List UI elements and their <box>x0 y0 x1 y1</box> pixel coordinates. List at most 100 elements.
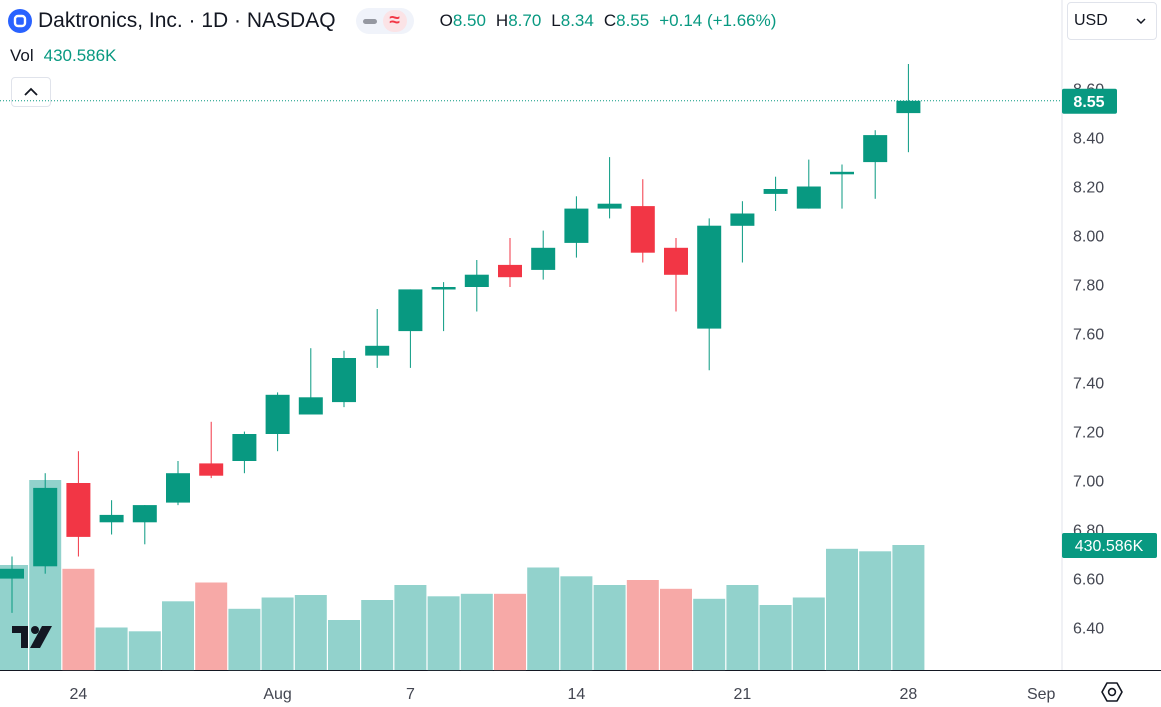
y-tick-label: 6.40 <box>1073 621 1104 638</box>
candle-body <box>232 434 257 461</box>
candle-body <box>531 247 556 270</box>
last-price-tag-label: 8.55 <box>1073 94 1104 111</box>
symbol-title[interactable]: Daktronics, Inc. · 1D · NASDAQ <box>38 9 336 32</box>
high-label: H <box>495 11 509 30</box>
open-value: 8.50 <box>452 11 486 30</box>
volume-bar <box>626 580 659 670</box>
chevron-up-icon <box>24 87 38 96</box>
volume-bar <box>162 601 194 671</box>
candle-body <box>464 274 489 287</box>
candle-body <box>896 100 921 114</box>
volume-bar <box>261 597 294 670</box>
candle-body <box>332 358 356 403</box>
volume-bar <box>693 598 726 671</box>
last-price-tag: 8.55 <box>1062 88 1117 114</box>
currency-value: USD <box>1074 12 1108 29</box>
candle <box>796 159 821 209</box>
approx-icon[interactable]: ≈ <box>382 10 407 32</box>
volume-bar <box>826 548 858 671</box>
candle-body <box>564 208 589 243</box>
dash-icon[interactable] <box>362 18 377 24</box>
volume-bar <box>593 585 626 670</box>
candle-body <box>597 203 622 209</box>
candles <box>0 64 921 613</box>
y-tick-label: 7.80 <box>1073 278 1104 295</box>
volume-bar <box>228 608 261 671</box>
volume-bar <box>294 595 327 670</box>
y-tick-label: 7.40 <box>1073 376 1104 393</box>
candle <box>132 505 157 545</box>
candle-body <box>199 463 224 476</box>
candle <box>0 556 24 613</box>
candle-body <box>99 514 124 523</box>
candle-body <box>132 505 157 523</box>
x-tick-label: Aug <box>263 686 291 703</box>
candle <box>199 421 224 479</box>
ohlc-values: O8.50 H8.70 L8.34 C8.55 +0.14 (+1.66%) <box>440 11 777 31</box>
time-axis[interactable]: 24 Aug 7 14 21 28 Sep <box>70 686 1056 703</box>
volume-value: 430.586K <box>43 46 117 65</box>
y-tick-label: 8.20 <box>1073 180 1104 197</box>
symbol-actions-pill[interactable]: ≈ <box>355 8 414 34</box>
close-value: 8.55 <box>616 11 650 30</box>
close-label: C <box>603 11 617 30</box>
candle <box>265 392 290 452</box>
candle <box>166 461 190 506</box>
volume-bar <box>394 585 427 670</box>
volume-bar <box>128 631 161 671</box>
tradingview-d-logo-icon[interactable] <box>8 9 32 33</box>
volume-bar <box>62 568 95 671</box>
volume-bar <box>195 582 228 670</box>
collapse-legend-button[interactable] <box>11 77 51 107</box>
candle-body <box>796 186 821 209</box>
candle <box>498 238 522 287</box>
candle <box>398 289 423 368</box>
candle <box>597 157 622 219</box>
hexagon-settings-icon <box>1101 682 1123 702</box>
chart-settings-button[interactable] <box>1098 680 1126 704</box>
candle <box>830 164 854 209</box>
high-value: 8.70 <box>508 11 542 30</box>
volume-bar <box>560 576 593 671</box>
y-tick-label: 8.40 <box>1073 131 1104 148</box>
candle-body <box>365 345 390 356</box>
chevron-down-icon <box>1136 18 1146 24</box>
volume-bar <box>660 588 692 671</box>
candle <box>896 64 921 153</box>
candle-body <box>498 264 522 278</box>
volume-bar <box>792 597 825 670</box>
candle <box>730 201 755 263</box>
candle <box>630 179 655 263</box>
volume-label: Vol <box>10 46 34 65</box>
candle-body <box>431 287 456 290</box>
candle <box>464 260 489 312</box>
price-axis[interactable]: 6.406.606.807.007.207.407.607.808.008.20… <box>1073 82 1104 638</box>
y-tick-label: 7.60 <box>1073 327 1104 344</box>
x-tick-label: 24 <box>70 686 88 703</box>
volume-bar <box>328 620 360 670</box>
y-tick-label: 7.20 <box>1073 425 1104 442</box>
candle <box>863 130 888 199</box>
volume-bar <box>859 551 892 671</box>
candle-body <box>630 206 655 253</box>
y-tick-label: 8.00 <box>1073 229 1104 246</box>
tradingview-watermark-icon[interactable] <box>12 626 52 648</box>
currency-select[interactable]: USD <box>1067 2 1157 40</box>
candle <box>232 431 257 474</box>
candle-body <box>398 289 423 332</box>
candle <box>697 218 722 371</box>
candle <box>763 176 788 211</box>
volume-bar <box>494 593 526 671</box>
candle-body <box>66 483 91 537</box>
low-label: L <box>551 11 561 30</box>
candle-body <box>166 473 190 503</box>
volume-bar <box>527 567 560 670</box>
candle-body <box>863 135 888 163</box>
y-tick-label: 7.00 <box>1073 474 1104 491</box>
volume-bar <box>759 605 792 670</box>
volume-bar <box>361 600 394 670</box>
candle-body <box>265 394 290 434</box>
candle-body <box>0 568 24 579</box>
last-volume-tag-label: 430.586K <box>1075 538 1144 555</box>
